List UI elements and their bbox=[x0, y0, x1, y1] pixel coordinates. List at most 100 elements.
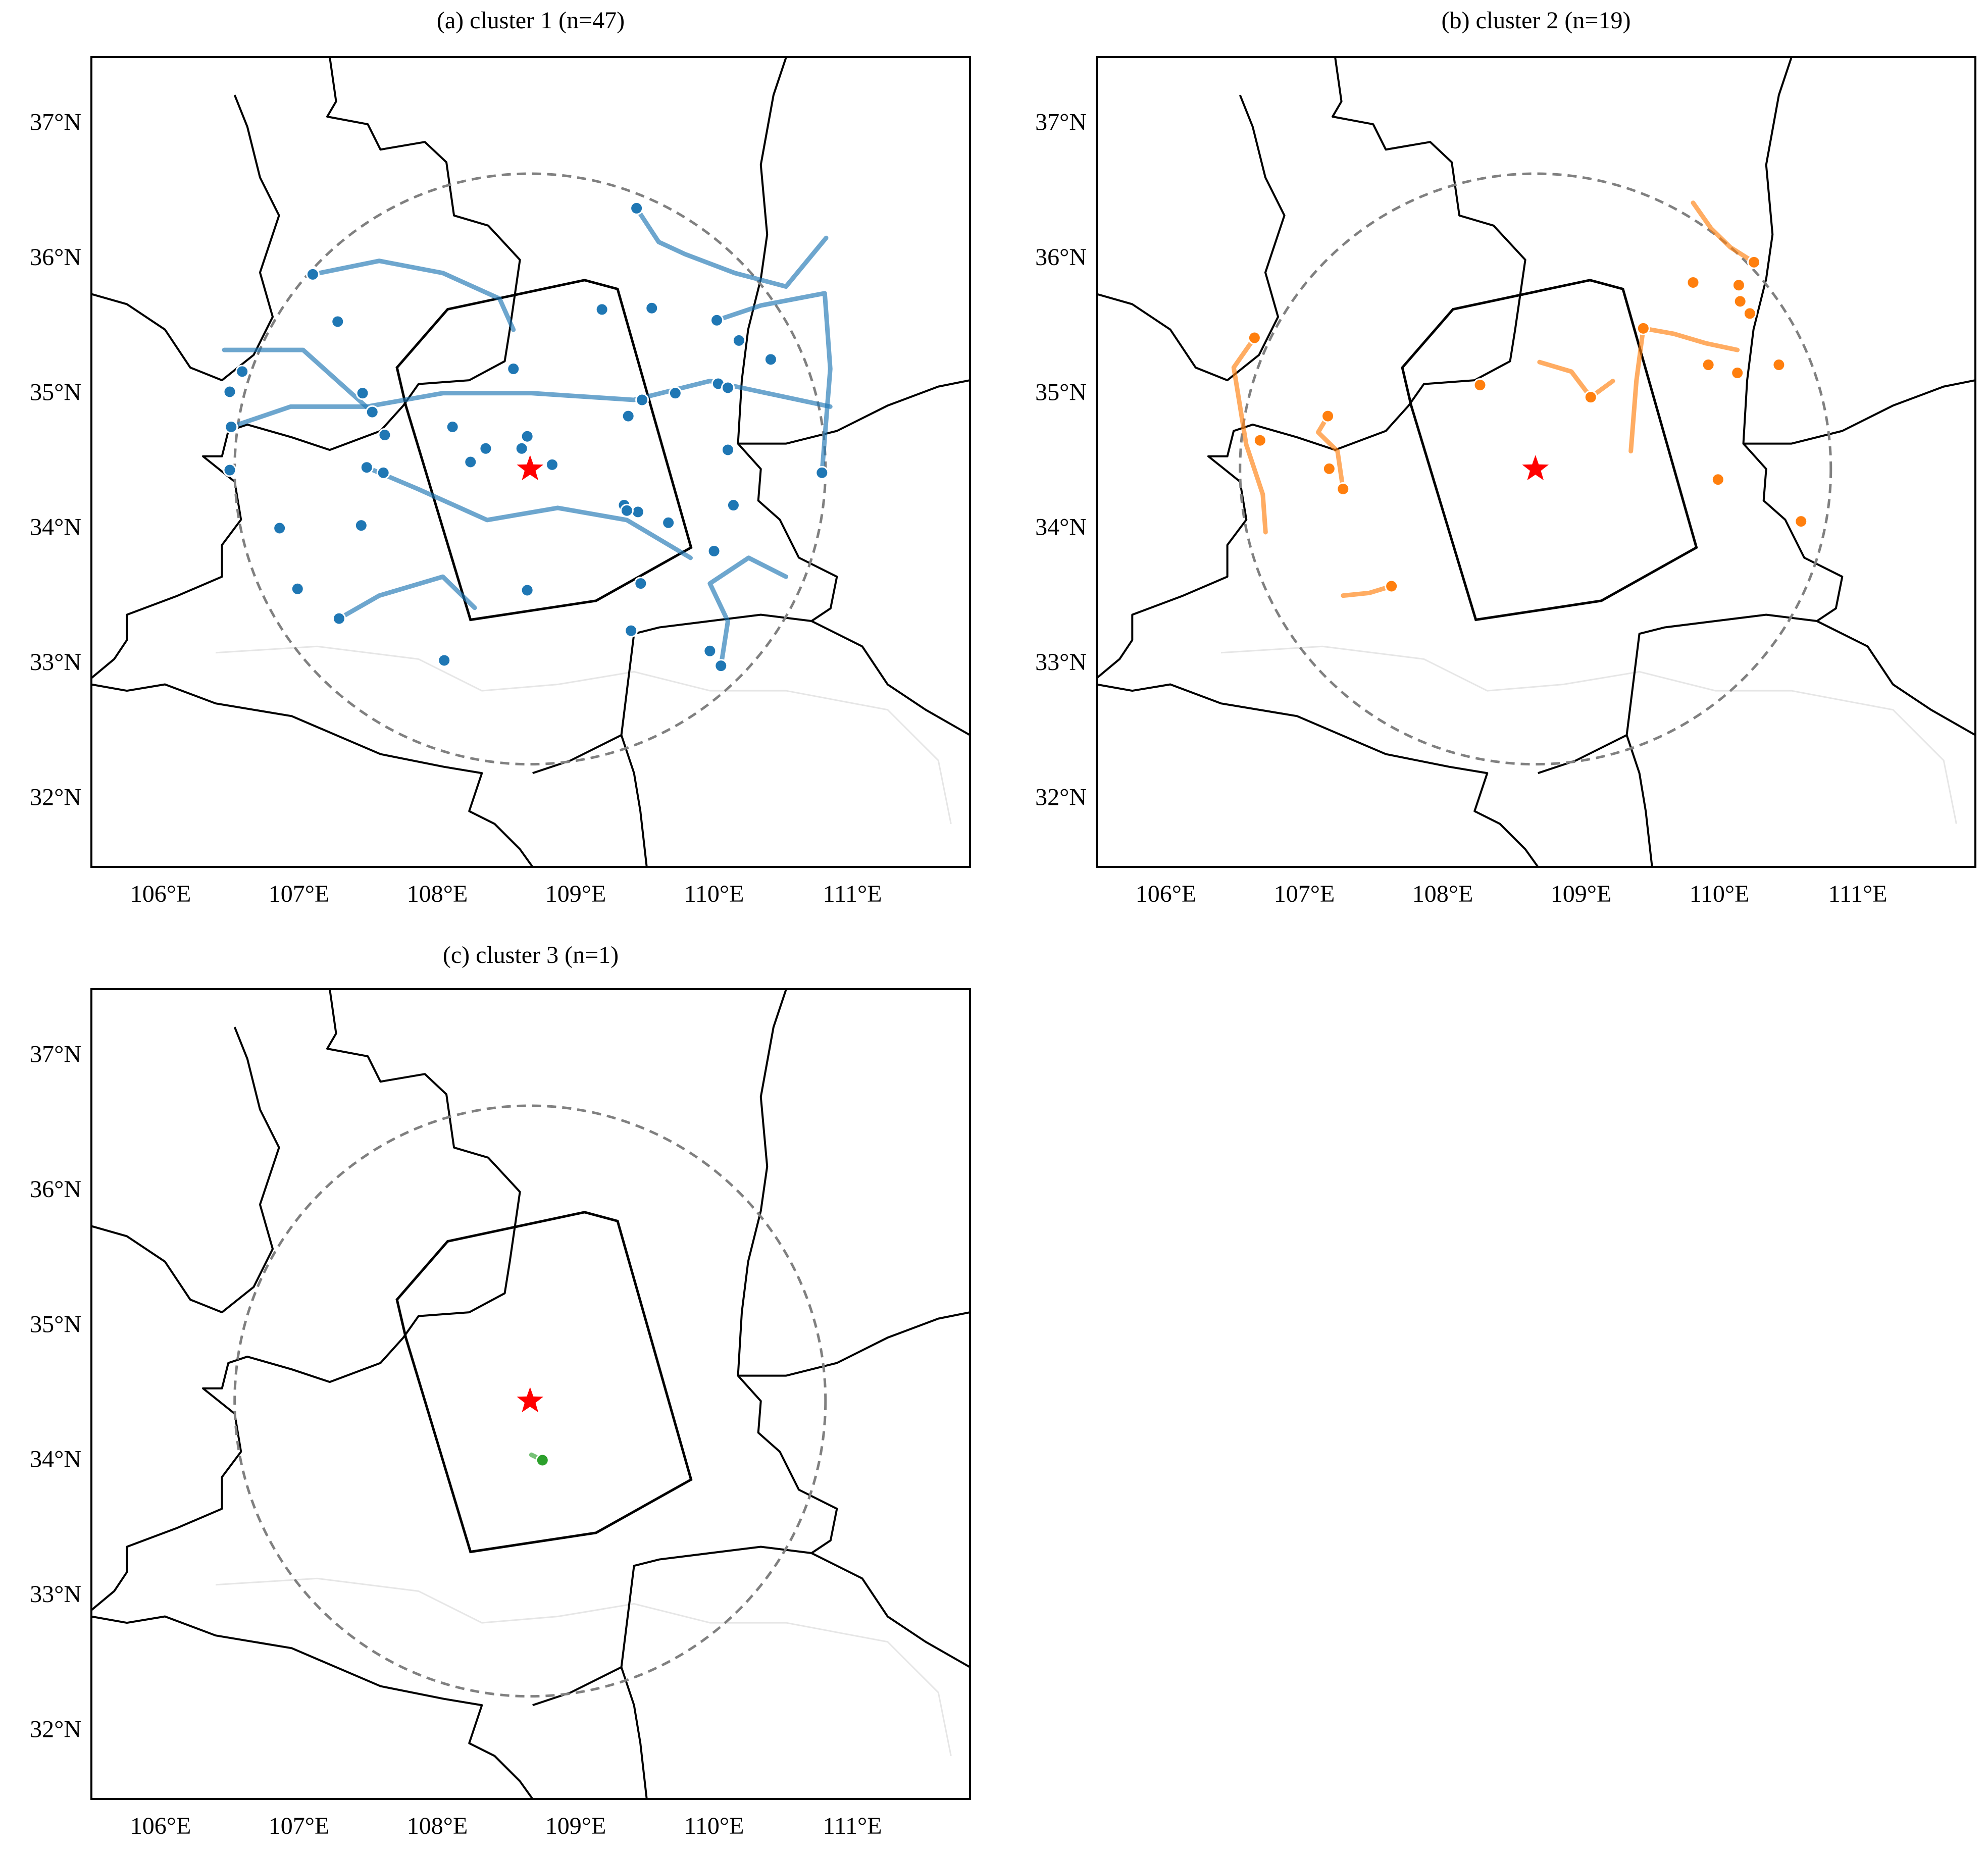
y-tick-label: 35°N bbox=[30, 379, 81, 405]
trajectory-end bbox=[1321, 409, 1335, 423]
x-tick-label: 111°E bbox=[1828, 881, 1888, 907]
x-tick-label: 111°E bbox=[823, 1813, 882, 1839]
x-tick-label: 107°E bbox=[269, 881, 330, 907]
trajectory-end bbox=[721, 381, 735, 395]
trajectory-end bbox=[661, 516, 676, 530]
trajectory-end bbox=[464, 455, 478, 469]
panel-title: (a) cluster 1 (n=47) bbox=[437, 7, 625, 34]
y-tick-label: 34°N bbox=[30, 514, 81, 541]
trajectory-end bbox=[703, 644, 717, 658]
trajectory-end bbox=[624, 624, 638, 638]
trajectory-end bbox=[707, 544, 721, 558]
trajectory bbox=[715, 291, 833, 475]
panel-title: (c) cluster 3 (n=1) bbox=[443, 942, 619, 968]
x-tick-label: 110°E bbox=[1690, 881, 1750, 907]
x-tick-label: 111°E bbox=[823, 881, 882, 907]
y-tick-label: 32°N bbox=[30, 1716, 81, 1742]
trajectory bbox=[1628, 326, 1646, 454]
x-tick-label: 108°E bbox=[1412, 881, 1473, 907]
trajectory-end bbox=[634, 577, 648, 591]
trajectory-end bbox=[631, 505, 645, 519]
y-tick-label: 32°N bbox=[30, 784, 81, 810]
axes-frame bbox=[1096, 56, 1976, 868]
y-tick-label: 36°N bbox=[30, 244, 81, 271]
trajectory-end bbox=[1686, 275, 1700, 289]
trajectory-end bbox=[1743, 306, 1757, 321]
trajectory-end bbox=[1711, 473, 1725, 487]
trajectory bbox=[222, 347, 375, 415]
trajectory bbox=[1641, 326, 1740, 352]
y-tick-label: 35°N bbox=[30, 1311, 81, 1337]
trajectory-end bbox=[506, 362, 521, 376]
trajectory-end bbox=[354, 519, 368, 533]
trajectory-end bbox=[1385, 579, 1399, 593]
basemap bbox=[91, 989, 970, 1799]
x-tick-label: 109°E bbox=[1551, 881, 1612, 907]
y-tick-label: 34°N bbox=[30, 1446, 81, 1473]
x-tick-label: 109°E bbox=[545, 1813, 606, 1839]
trajectory-end bbox=[763, 352, 778, 367]
trajectory bbox=[634, 205, 829, 289]
trajectory-end bbox=[223, 385, 237, 399]
trajectory-end bbox=[535, 1453, 549, 1467]
y-tick-label: 37°N bbox=[1035, 109, 1087, 136]
trajectory-end bbox=[360, 460, 374, 475]
x-tick-label: 107°E bbox=[1274, 881, 1335, 907]
trajectory-end bbox=[621, 409, 635, 423]
x-tick-label: 110°E bbox=[684, 881, 744, 907]
x-tick-label: 106°E bbox=[130, 1813, 191, 1839]
trajectory-end bbox=[365, 405, 379, 419]
trajectory-end bbox=[445, 420, 460, 434]
trajectory-end bbox=[1473, 378, 1487, 392]
trajectory bbox=[310, 259, 516, 332]
trajectory-end bbox=[714, 659, 728, 673]
trajectory-end bbox=[273, 521, 287, 535]
trajectory-end bbox=[1322, 461, 1336, 476]
trajectory-end bbox=[305, 267, 320, 281]
y-tick-label: 34°N bbox=[1035, 514, 1087, 541]
trajectory-end bbox=[1701, 358, 1715, 372]
trajectory-end bbox=[635, 393, 649, 407]
trajectory-end bbox=[235, 365, 249, 379]
y-tick-label: 32°N bbox=[1035, 784, 1087, 810]
trajectory-end bbox=[721, 443, 735, 457]
trajectory-end bbox=[710, 313, 724, 327]
y-tick-label: 33°N bbox=[30, 649, 81, 676]
x-tick-label: 106°E bbox=[1136, 881, 1197, 907]
trajectory bbox=[364, 465, 693, 560]
trajectory-end bbox=[332, 611, 346, 626]
x-tick-label: 107°E bbox=[269, 1813, 330, 1839]
basemap bbox=[1097, 57, 1975, 867]
trajectory-end bbox=[1730, 366, 1745, 380]
trajectory-end bbox=[355, 386, 370, 400]
trajectory bbox=[1341, 584, 1394, 598]
trajectory-end bbox=[1247, 331, 1261, 345]
trajectory-end bbox=[732, 333, 746, 347]
y-tick-label: 33°N bbox=[1035, 649, 1087, 676]
trajectory-end bbox=[1794, 514, 1808, 529]
trajectory bbox=[1231, 335, 1268, 535]
trajectory-end bbox=[515, 441, 529, 455]
axes-frame bbox=[90, 988, 971, 1800]
x-tick-label: 109°E bbox=[545, 881, 606, 907]
trajectory-end bbox=[815, 466, 829, 480]
trajectory bbox=[336, 574, 477, 621]
trajectory-end bbox=[645, 301, 659, 315]
trajectory-end bbox=[1336, 482, 1350, 496]
trajectory bbox=[229, 379, 833, 429]
trajectory-end bbox=[1584, 390, 1598, 404]
trajectory-end bbox=[479, 441, 493, 455]
trajectory-end bbox=[630, 201, 644, 215]
map-panel bbox=[1097, 57, 1975, 867]
trajectory-end bbox=[668, 386, 682, 400]
trajectory-end bbox=[595, 302, 609, 317]
trajectory-end bbox=[224, 420, 238, 434]
trajectory-end bbox=[376, 466, 390, 480]
trajectory-end bbox=[1733, 294, 1747, 308]
trajectory-end bbox=[1731, 278, 1746, 292]
trajectory-end bbox=[378, 428, 392, 442]
trajectory bbox=[1537, 359, 1615, 400]
basemap bbox=[91, 57, 970, 867]
trajectory-end bbox=[1772, 358, 1786, 372]
